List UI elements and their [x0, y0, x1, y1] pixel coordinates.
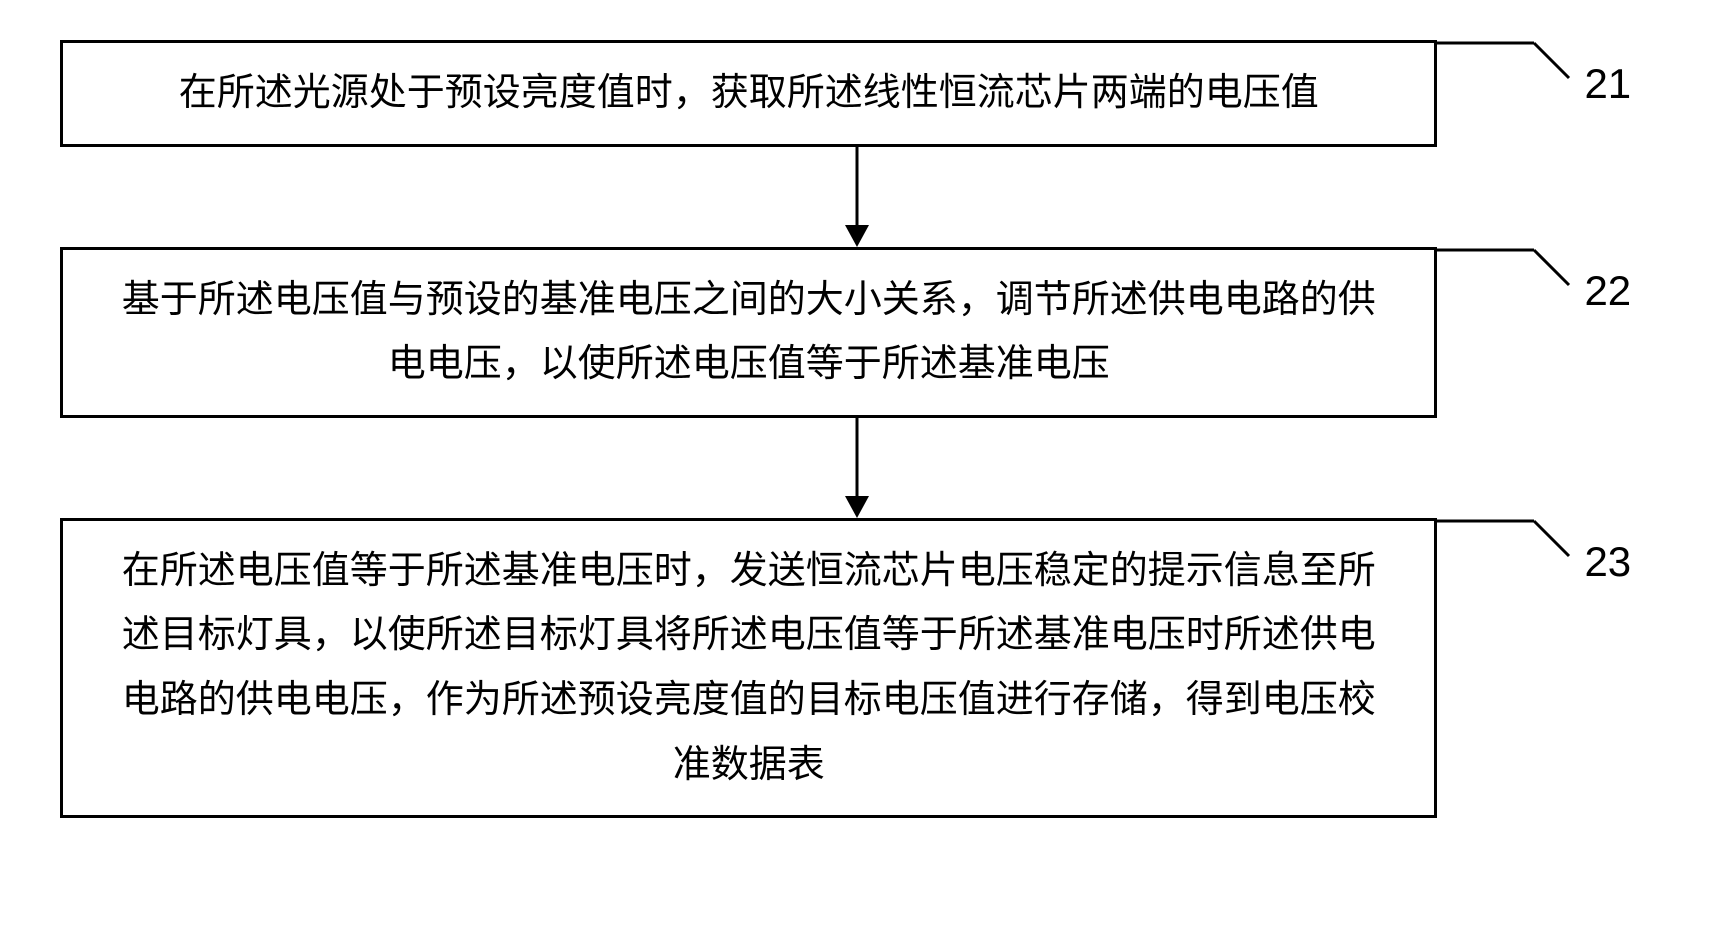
step-number-1: 21: [1584, 60, 1631, 108]
arrow-1: [167, 147, 1547, 247]
voltage-calibration-flowchart: 在所述光源处于预设亮度值时，获取所述线性恒流芯片两端的电压值 21 基于所述电压…: [60, 40, 1654, 818]
step-row-3: 在所述电压值等于所述基准电压时，发送恒流芯片电压稳定的提示信息至所述目标灯具，以…: [60, 518, 1654, 818]
label-line-1: [1434, 40, 1574, 100]
step-box-3: 在所述电压值等于所述基准电压时，发送恒流芯片电压稳定的提示信息至所述目标灯具，以…: [60, 518, 1437, 818]
step-row-1: 在所述光源处于预设亮度值时，获取所述线性恒流芯片两端的电压值 21: [60, 40, 1654, 147]
arrow-svg-1: [837, 147, 877, 247]
step-text-2: 基于所述电压值与预设的基准电压之间的大小关系，调节所述供电电路的供电电压，以使所…: [122, 279, 1376, 386]
step-box-1: 在所述光源处于预设亮度值时，获取所述线性恒流芯片两端的电压值: [60, 40, 1437, 147]
label-container-3: 23: [1434, 518, 1654, 578]
arrow-2: [167, 418, 1547, 518]
step-number-3: 23: [1584, 538, 1631, 586]
step-box-2: 基于所述电压值与预设的基准电压之间的大小关系，调节所述供电电路的供电电压，以使所…: [60, 247, 1437, 418]
arrow-svg-2: [837, 418, 877, 518]
step-number-2: 22: [1584, 267, 1631, 315]
label-container-2: 22: [1434, 247, 1654, 307]
label-container-1: 21: [1434, 40, 1654, 100]
step-text-3: 在所述电压值等于所述基准电压时，发送恒流芯片电压稳定的提示信息至所述目标灯具，以…: [122, 550, 1376, 786]
step-text-1: 在所述光源处于预设亮度值时，获取所述线性恒流芯片两端的电压值: [179, 72, 1319, 114]
label-line-2: [1434, 247, 1574, 307]
label-line-3: [1434, 518, 1574, 578]
step-row-2: 基于所述电压值与预设的基准电压之间的大小关系，调节所述供电电路的供电电压，以使所…: [60, 247, 1654, 418]
